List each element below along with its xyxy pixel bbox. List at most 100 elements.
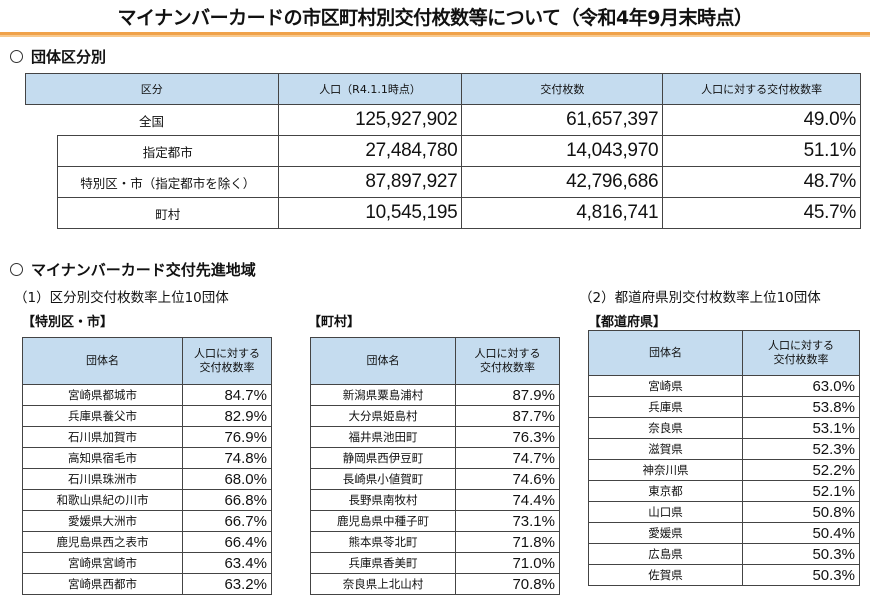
table-row: 全国 125,927,902 61,657,397 49.0% — [25, 104, 861, 136]
header-rate: 人口に対する交付枚数率 — [182, 337, 272, 385]
header-rate: 人口に対する交付枚数率 — [455, 337, 560, 385]
header-issued: 交付枚数 — [461, 73, 664, 105]
rate-cell: 50.3% — [742, 564, 860, 586]
rate-cell: 74.7% — [455, 447, 560, 469]
entity-name-cell: 兵庫県 — [588, 396, 743, 418]
rate-cell: 74.4% — [455, 489, 560, 511]
row-label: 全国 — [25, 104, 279, 136]
rate-cell: 51.1% — [662, 135, 861, 167]
rate-cell: 71.0% — [455, 552, 560, 574]
header-rate-line1: 人口に対する — [474, 347, 541, 360]
section-heading-by-category: 団体区分別 — [10, 46, 106, 67]
table-row: 特別区・市（指定都市を除く） 87,897,927 42,796,686 48.… — [25, 166, 861, 198]
population-cell: 87,897,927 — [277, 166, 463, 198]
rate-cell: 76.3% — [455, 426, 560, 448]
table-row: 兵庫県 53.8% — [588, 396, 860, 418]
towns-ranking-table: 団体名 人口に対する 交付枚数率 新潟県粟島浦村 87.9% 大分県姫島村 87.7% 福井… — [310, 337, 560, 595]
table-row: 愛媛県 50.4% — [588, 522, 860, 544]
entity-name-cell: 広島県 — [588, 543, 743, 565]
population-cell: 10,545,195 — [277, 197, 463, 229]
table-row: 宮崎県宮崎市 63.4% — [22, 552, 272, 574]
entity-name-cell: 宮崎県西都市 — [22, 573, 183, 595]
rate-cell: 45.7% — [662, 197, 861, 229]
entity-name-cell: 宮崎県 — [588, 375, 743, 397]
cities-ranking-table: 団体名 人口に対する 交付枚数率 宮崎県都城市 84.7% 兵庫県養父市 82.9% 石川県… — [22, 337, 272, 595]
rate-cell: 52.3% — [742, 438, 860, 460]
table-row: 長野県南牧村 74.4% — [310, 489, 560, 511]
entity-name-cell: 大分県姫島村 — [310, 405, 456, 427]
section-heading-advanced-areas: マイナンバーカード交付先進地域 — [10, 259, 256, 280]
rate-cell: 68.0% — [182, 468, 272, 490]
section-heading-text: マイナンバーカード交付先進地域 — [31, 261, 256, 279]
row-label: 特別区・市（指定都市を除く） — [56, 166, 279, 198]
table-row: 宮崎県 63.0% — [588, 375, 860, 397]
table-row: 宮崎県都城市 84.7% — [22, 384, 272, 406]
entity-name-cell: 愛媛県 — [588, 522, 743, 544]
rate-cell: 76.9% — [182, 426, 272, 448]
header-population: 人口（R4.1.1時点） — [277, 73, 463, 105]
table-header-row: 団体名 人口に対する 交付枚数率 — [22, 337, 272, 385]
header-name: 団体名 — [310, 337, 456, 385]
rate-cell: 49.0% — [662, 104, 861, 136]
table-row: 静岡県西伊豆町 74.7% — [310, 447, 560, 469]
table-row: 宮崎県西都市 63.2% — [22, 573, 272, 595]
table-row: 新潟県粟島浦村 87.9% — [310, 384, 560, 406]
entity-name-cell: 和歌山県紀の川市 — [22, 489, 183, 511]
row-label: 指定都市 — [56, 135, 279, 167]
table-row: 石川県加賀市 76.9% — [22, 426, 272, 448]
entity-name-cell: 愛媛県大洲市 — [22, 510, 183, 532]
header-rate-line1: 人口に対する — [768, 339, 834, 352]
entity-name-cell: 東京都 — [588, 480, 743, 502]
table-row: 石川県珠洲市 68.0% — [22, 468, 272, 490]
table-row: 熊本県苓北町 71.8% — [310, 531, 560, 553]
table-row: 高知県宿毛市 74.8% — [22, 447, 272, 469]
rate-cell: 84.7% — [182, 384, 272, 406]
population-cell: 27,484,780 — [277, 135, 463, 167]
table-row: 奈良県 53.1% — [588, 417, 860, 439]
rate-cell: 71.8% — [455, 531, 560, 553]
entity-name-cell: 高知県宿毛市 — [22, 447, 183, 469]
table-row: 福井県池田町 76.3% — [310, 426, 560, 448]
table-row: 佐賀県 50.3% — [588, 564, 860, 586]
rate-cell: 50.4% — [742, 522, 860, 544]
header-rate-line2: 交付枚数率 — [480, 361, 535, 374]
entity-name-cell: 滋賀県 — [588, 438, 743, 460]
entity-name-cell: 神奈川県 — [588, 459, 743, 481]
page-title: マイナンバーカードの市区町村別交付枚数等について（令和4年9月末時点） — [117, 7, 754, 29]
entity-name-cell: 福井県池田町 — [310, 426, 456, 448]
header-rate-line2: 交付枚数率 — [199, 361, 255, 374]
entity-name-cell: 兵庫県香美町 — [310, 552, 456, 574]
entity-name-cell: 鹿児島県西之表市 — [22, 531, 183, 553]
entity-name-cell: 佐賀県 — [588, 564, 743, 586]
entity-name-cell: 宮崎県都城市 — [22, 384, 183, 406]
circle-bullet-icon — [10, 50, 23, 63]
table-row: 滋賀県 52.3% — [588, 438, 860, 460]
rate-cell: 52.2% — [742, 459, 860, 481]
issued-cell: 61,657,397 — [461, 104, 664, 136]
entity-name-cell: 長野県南牧村 — [310, 489, 456, 511]
entity-name-cell: 奈良県 — [588, 417, 743, 439]
rate-cell: 50.8% — [742, 501, 860, 523]
header-name: 団体名 — [22, 337, 183, 385]
entity-name-cell: 新潟県粟島浦村 — [310, 384, 456, 406]
rate-cell: 73.1% — [455, 510, 560, 532]
table-row: 大分県姫島村 87.7% — [310, 405, 560, 427]
rate-cell: 66.7% — [182, 510, 272, 532]
subheading-by-category: （1）区分別交付枚数率上位10団体 — [14, 290, 229, 306]
indent-cell — [25, 197, 58, 229]
table-row: 奈良県上北山村 70.8% — [310, 573, 560, 595]
rate-cell: 66.4% — [182, 531, 272, 553]
rate-cell: 63.4% — [182, 552, 272, 574]
rate-cell: 82.9% — [182, 405, 272, 427]
rate-cell: 48.7% — [662, 166, 861, 198]
rate-cell: 74.8% — [182, 447, 272, 469]
entity-name-cell: 宮崎県宮崎市 — [22, 552, 183, 574]
header-rate: 人口に対する交付枚数率 — [742, 330, 860, 376]
entity-name-cell: 兵庫県養父市 — [22, 405, 183, 427]
rate-cell: 74.6% — [455, 468, 560, 490]
entity-name-cell: 長崎県小値賀町 — [310, 468, 456, 490]
title-underline — [0, 32, 870, 37]
entity-name-cell: 熊本県苓北町 — [310, 531, 456, 553]
header-rate-line1: 人口に対する — [194, 347, 260, 360]
population-cell: 125,927,902 — [277, 104, 463, 136]
